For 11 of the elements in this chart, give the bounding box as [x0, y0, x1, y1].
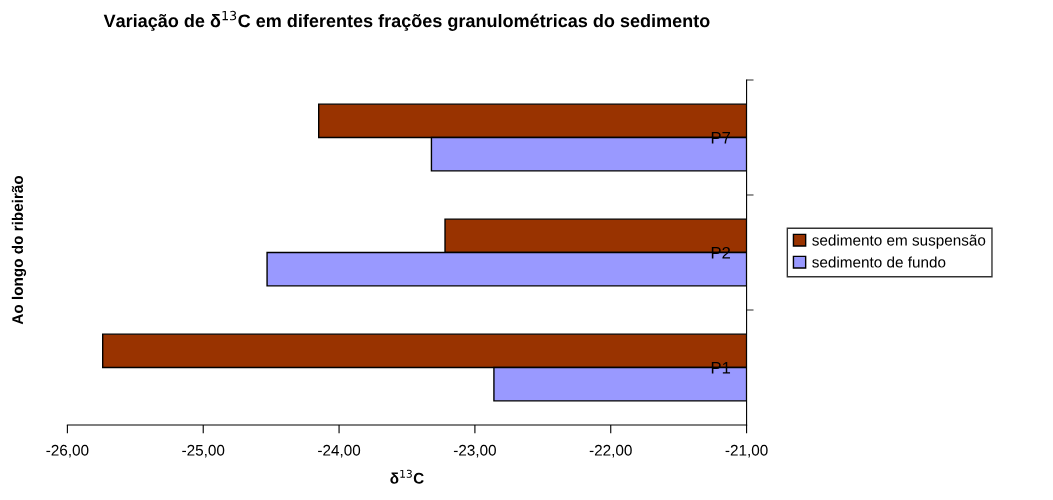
y-axis-title: Ao longo do ribeirão	[11, 175, 27, 325]
x-tick-label: -25,00	[182, 444, 225, 458]
x-tick-label: -21,00	[725, 444, 768, 458]
x-tick-label: -24,00	[318, 444, 361, 458]
x-axis-title: δ$^{13}$C	[390, 469, 424, 484]
legend-label: sedimento de fundo	[812, 256, 946, 268]
x-tick-label: -22,00	[589, 444, 632, 458]
chart-title: Variação de δ$^{13}$C em diferentes frações granulométricas do sedimento	[103, 10, 710, 31]
x-tick-label: -26,00	[46, 444, 89, 458]
legend-label: sedimento em suspensão	[812, 234, 986, 249]
x-tick-label: -23,00	[453, 444, 496, 458]
